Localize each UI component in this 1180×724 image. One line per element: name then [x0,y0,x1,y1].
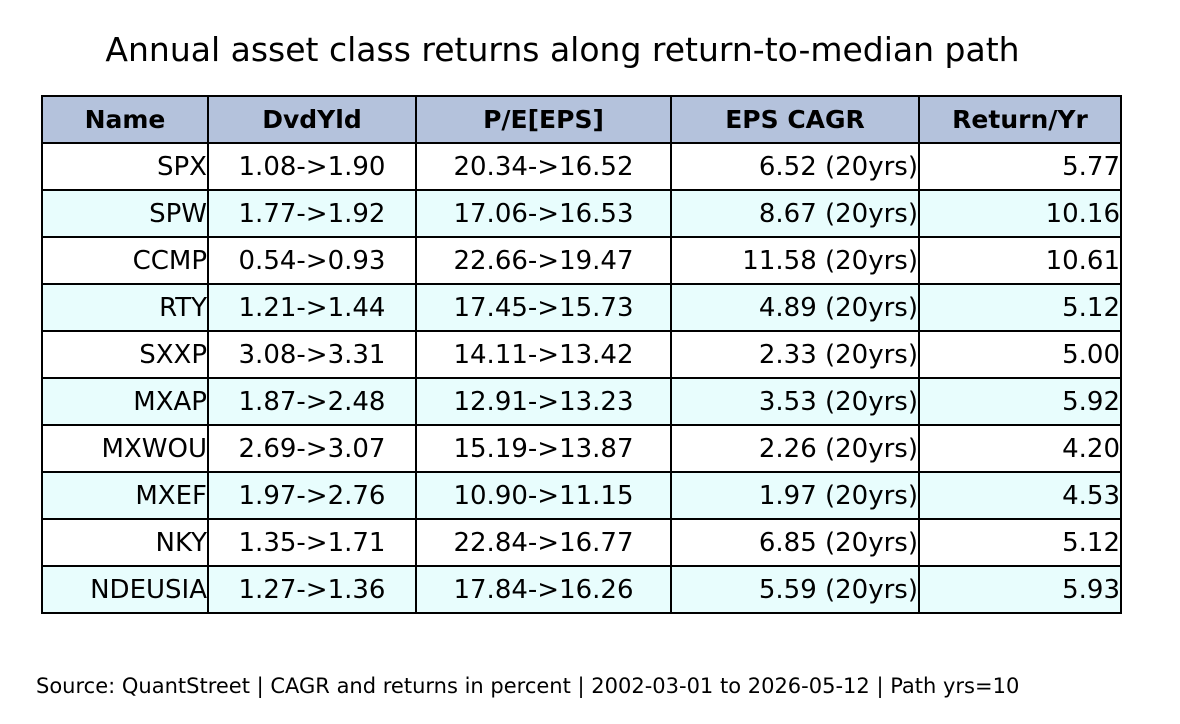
column-header-eps-cagr: EPS CAGR [670,95,920,144]
cell-return-yr: 5.77 [918,142,1122,191]
cell-name: NKY [41,518,209,567]
cell-dvdyld: 1.08->1.90 [207,142,417,191]
cell-dvdyld: 0.54->0.93 [207,236,417,285]
cell-eps-cagr: 1.97 (20yrs) [670,471,920,520]
cell-pe-eps: 20.34->16.52 [415,142,672,191]
cell-name: SPW [41,189,209,238]
cell-dvdyld: 1.87->2.48 [207,377,417,426]
table-row: CCMP 0.54->0.93 22.66->19.47 11.58 (20yrs) 1… [41,236,1122,285]
table-row: MXWOU 2.69->3.07 15.19->13.87 2.26 (20yrs) 4… [41,424,1122,473]
cell-pe-eps: 17.84->16.26 [415,565,672,614]
cell-eps-cagr: 4.89 (20yrs) [670,283,920,332]
cell-name: SXXP [41,330,209,379]
cell-pe-eps: 10.90->11.15 [415,471,672,520]
cell-return-yr: 4.20 [918,424,1122,473]
table-row: MXEF 1.97->2.76 10.90->11.15 1.97 (20yrs) 4.… [41,471,1122,520]
cell-return-yr: 5.92 [918,377,1122,426]
table-row: SPW 1.77->1.92 17.06->16.53 8.67 (20yrs) 10.… [41,189,1122,238]
table-row: MXAP 1.87->2.48 12.91->13.23 3.53 (20yrs) 5.… [41,377,1122,426]
column-header-name: Name [41,95,209,144]
cell-eps-cagr: 6.85 (20yrs) [670,518,920,567]
cell-dvdyld: 1.27->1.36 [207,565,417,614]
column-header-dvdyld: DvdYld [207,95,417,144]
table-title: Annual asset class returns along return-… [105,30,1020,69]
cell-dvdyld: 1.77->1.92 [207,189,417,238]
cell-pe-eps: 15.19->13.87 [415,424,672,473]
cell-name: MXWOU [41,424,209,473]
cell-return-yr: 10.16 [918,189,1122,238]
cell-return-yr: 5.93 [918,565,1122,614]
cell-name: CCMP [41,236,209,285]
cell-eps-cagr: 11.58 (20yrs) [670,236,920,285]
header-row: Name DvdYld P/E[EPS] EPS CAGR Return/Yr [41,95,1122,144]
cell-eps-cagr: 6.52 (20yrs) [670,142,920,191]
cell-eps-cagr: 5.59 (20yrs) [670,565,920,614]
cell-name: SPX [41,142,209,191]
cell-return-yr: 10.61 [918,236,1122,285]
table-body: SPX 1.08->1.90 20.34->16.52 6.52 (20yrs) 5.7… [41,142,1122,614]
table-row: RTY 1.21->1.44 17.45->15.73 4.89 (20yrs) 5.1… [41,283,1122,332]
cell-pe-eps: 17.06->16.53 [415,189,672,238]
cell-return-yr: 5.12 [918,283,1122,332]
cell-name: MXAP [41,377,209,426]
cell-eps-cagr: 2.26 (20yrs) [670,424,920,473]
column-header-return-yr: Return/Yr [918,95,1122,144]
cell-return-yr: 4.53 [918,471,1122,520]
table-row: SXXP 3.08->3.31 14.11->13.42 2.33 (20yrs) 5.… [41,330,1122,379]
cell-pe-eps: 12.91->13.23 [415,377,672,426]
cell-dvdyld: 1.21->1.44 [207,283,417,332]
cell-return-yr: 5.00 [918,330,1122,379]
cell-dvdyld: 1.97->2.76 [207,471,417,520]
table-row: NDEUSIA 1.27->1.36 17.84->16.26 5.59 (20yrs… [41,565,1122,614]
source-note: Source: QuantStreet | CAGR and returns i… [36,674,1020,698]
cell-dvdyld: 3.08->3.31 [207,330,417,379]
cell-dvdyld: 2.69->3.07 [207,424,417,473]
cell-pe-eps: 14.11->13.42 [415,330,672,379]
cell-pe-eps: 22.84->16.77 [415,518,672,567]
cell-pe-eps: 17.45->15.73 [415,283,672,332]
cell-eps-cagr: 8.67 (20yrs) [670,189,920,238]
cell-return-yr: 5.12 [918,518,1122,567]
cell-name: NDEUSIA [41,565,209,614]
cell-name: MXEF [41,471,209,520]
cell-dvdyld: 1.35->1.71 [207,518,417,567]
table-row: SPX 1.08->1.90 20.34->16.52 6.52 (20yrs) 5.7… [41,142,1122,191]
cell-name: RTY [41,283,209,332]
table-row: NKY 1.35->1.71 22.84->16.77 6.85 (20yrs) 5.1… [41,518,1122,567]
column-header-pe-eps: P/E[EPS] [415,95,672,144]
cell-pe-eps: 22.66->19.47 [415,236,672,285]
returns-table: Name DvdYld P/E[EPS] EPS CAGR Return/Yr … [41,95,1122,614]
cell-eps-cagr: 3.53 (20yrs) [670,377,920,426]
cell-eps-cagr: 2.33 (20yrs) [670,330,920,379]
